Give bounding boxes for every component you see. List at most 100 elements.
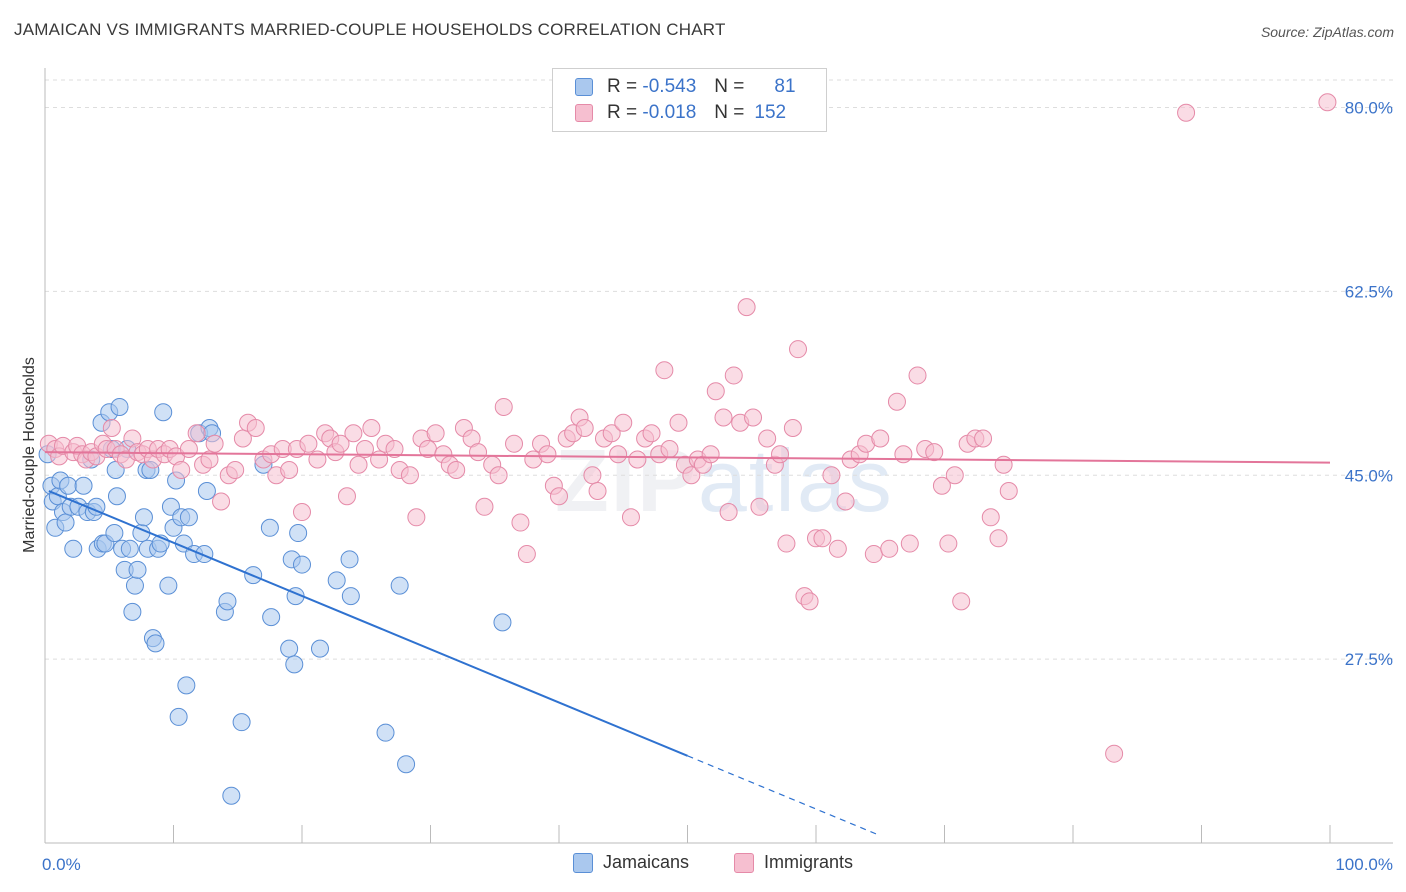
legend-item-immigrants: Immigrants (734, 852, 853, 873)
immigrants-point (538, 445, 557, 464)
immigrants-point (447, 461, 466, 480)
immigrants-point (737, 298, 756, 317)
immigrants-point (999, 482, 1018, 501)
immigrants-point (628, 450, 647, 469)
immigrants-point (609, 445, 628, 464)
immigrants-point (719, 503, 738, 522)
immigrants-point (337, 487, 356, 506)
x-tick-label: 0.0% (42, 855, 81, 874)
immigrants-point (187, 424, 206, 443)
jamaicans-point (177, 676, 196, 695)
source-label: Source: ZipAtlas.com (1260, 24, 1394, 40)
jamaicans-point (154, 403, 173, 422)
immigrants-point (550, 487, 568, 506)
immigrants-point (362, 418, 381, 437)
immigrants-point (864, 545, 883, 564)
chart-title: JAMAICAN VS IMMIGRANTS MARRIED-COUPLE HO… (14, 20, 726, 39)
jamaicans-point (125, 576, 144, 595)
immigrants-point (494, 397, 513, 416)
immigrants-point (621, 508, 640, 527)
immigrants-point (783, 418, 802, 437)
legend-row-jamaicans: R = -0.543 N = 81 (575, 75, 796, 99)
immigrants-point (349, 455, 368, 474)
immigrants-point (744, 408, 763, 427)
immigrants-point (939, 534, 958, 553)
immigrants-point (426, 424, 445, 443)
immigrants-point (505, 434, 524, 453)
jamaicans-trend-line (48, 490, 688, 757)
legend-n-label: N = (714, 76, 745, 97)
tick-labels: 27.5% 45.0% 62.5% 80.0% 0.0% 100.0% (42, 99, 1393, 874)
immigrants-point (385, 439, 404, 458)
immigrants-point (331, 434, 350, 453)
jamaicans-point (169, 707, 188, 726)
immigrants-point (642, 424, 661, 443)
jamaicans-point (493, 613, 512, 632)
legend-row-immigrants: R = -0.018 N = 152 (575, 101, 786, 125)
immigrants-point (974, 429, 993, 448)
immigrants-point (226, 461, 245, 480)
trend-lines (44, 451, 1331, 837)
immigrants-point (887, 392, 906, 411)
immigrants-point (789, 340, 808, 359)
jamaicans-swatch (575, 78, 593, 96)
jamaicans-point (390, 576, 409, 595)
immigrants-point (706, 382, 725, 401)
immigrants-point (1177, 103, 1196, 122)
immigrants-points (39, 93, 1337, 763)
immigrants-point (575, 418, 594, 437)
immigrants-legend-label: Immigrants (764, 852, 854, 872)
legend-r-value: -0.018 (642, 102, 697, 123)
y-tick-label: 27.5% (1345, 650, 1393, 669)
jamaicans-point (222, 786, 241, 805)
jamaicans-point (59, 476, 78, 495)
immigrants-point (777, 534, 796, 553)
jamaicans-point (327, 571, 346, 590)
immigrants-point (660, 439, 679, 458)
immigrants-point (179, 439, 198, 458)
immigrants-point (880, 539, 899, 558)
immigrants-point (714, 408, 733, 427)
legend-r-label: R = (607, 76, 638, 97)
immigrants-point (469, 443, 488, 462)
correlation-legend: R = -0.543 N = 81 R = -0.018 N = 152 (552, 68, 827, 132)
immigrants-point (299, 434, 318, 453)
immigrants-point (994, 455, 1013, 474)
immigrants-point (407, 508, 426, 527)
jamaicans-point (146, 634, 165, 653)
immigrants-point (246, 418, 265, 437)
immigrants-point (293, 503, 311, 522)
legend-item-jamaicans: Jamaicans (573, 852, 689, 873)
immigrants-point (952, 592, 971, 611)
legend-n-label: N = (714, 102, 745, 123)
jamaicans-point (218, 592, 237, 611)
immigrants-point (758, 429, 777, 448)
jamaicans-point (74, 476, 93, 495)
immigrants-point (1318, 93, 1337, 112)
jamaicans-point (262, 608, 281, 627)
immigrants-point (655, 361, 674, 380)
jamaicans-point (179, 508, 198, 527)
immigrants-point (836, 492, 855, 511)
immigrants-point (489, 466, 508, 485)
jamaicans-point (285, 655, 304, 674)
jamaicans-point (123, 602, 142, 621)
immigrants-point (517, 545, 536, 564)
immigrants-point (355, 439, 374, 458)
jamaicans-trend-extension (687, 755, 881, 837)
immigrants-point (828, 539, 847, 558)
jamaicans-point (376, 723, 395, 742)
jamaicans-legend-label: Jamaicans (603, 852, 690, 872)
jamaicans-point (105, 524, 124, 543)
immigrants-point (370, 450, 389, 469)
immigrants-trend-line (44, 451, 1331, 464)
jamaicans-point (397, 755, 416, 774)
legend-n-value: 152 (754, 102, 787, 123)
immigrants-point (614, 413, 633, 432)
immigrants-point (813, 529, 832, 548)
jamaicans-point (134, 508, 153, 527)
immigrants-legend-swatch (734, 852, 754, 873)
immigrants-point (724, 366, 743, 385)
immigrants-point (102, 418, 121, 437)
immigrants-point (682, 466, 701, 485)
